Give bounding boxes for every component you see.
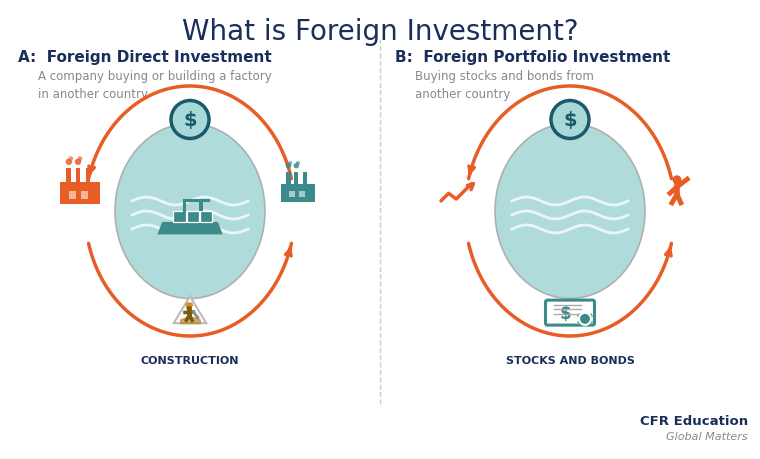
- FancyBboxPatch shape: [86, 168, 90, 184]
- Text: Global Matters: Global Matters: [667, 431, 748, 441]
- Text: B:  Foreign Portfolio Investment: B: Foreign Portfolio Investment: [395, 50, 670, 65]
- Ellipse shape: [495, 124, 645, 299]
- FancyBboxPatch shape: [302, 172, 307, 185]
- Text: STOCKS AND BONDS: STOCKS AND BONDS: [505, 355, 635, 365]
- Text: CONSTRUCTION: CONSTRUCTION: [141, 355, 239, 365]
- FancyBboxPatch shape: [287, 172, 290, 185]
- FancyBboxPatch shape: [289, 191, 295, 198]
- Circle shape: [74, 159, 81, 166]
- Text: $: $: [563, 111, 577, 130]
- FancyBboxPatch shape: [69, 192, 76, 200]
- Circle shape: [673, 176, 682, 185]
- Circle shape: [65, 159, 72, 166]
- FancyBboxPatch shape: [173, 212, 185, 223]
- Text: $: $: [183, 111, 197, 130]
- FancyBboxPatch shape: [60, 183, 100, 205]
- Circle shape: [296, 162, 300, 166]
- FancyBboxPatch shape: [546, 301, 594, 325]
- Circle shape: [68, 157, 73, 162]
- Text: $: $: [559, 304, 572, 322]
- Circle shape: [288, 162, 292, 166]
- FancyBboxPatch shape: [281, 184, 315, 203]
- FancyBboxPatch shape: [66, 168, 71, 184]
- Polygon shape: [157, 223, 223, 235]
- FancyBboxPatch shape: [187, 212, 199, 223]
- Text: CFR Education: CFR Education: [640, 414, 748, 427]
- Circle shape: [286, 164, 291, 169]
- FancyBboxPatch shape: [75, 168, 81, 184]
- Circle shape: [579, 313, 591, 325]
- Text: What is Foreign Investment?: What is Foreign Investment?: [182, 18, 578, 46]
- Circle shape: [293, 164, 299, 169]
- FancyBboxPatch shape: [200, 212, 212, 223]
- Circle shape: [551, 101, 589, 139]
- Polygon shape: [185, 303, 193, 307]
- FancyBboxPatch shape: [81, 192, 88, 200]
- Circle shape: [78, 157, 82, 162]
- Circle shape: [171, 101, 209, 139]
- Circle shape: [186, 305, 192, 311]
- Text: A company buying or building a factory
in another country: A company buying or building a factory i…: [38, 70, 272, 101]
- FancyBboxPatch shape: [299, 191, 305, 198]
- FancyBboxPatch shape: [294, 172, 299, 185]
- Polygon shape: [174, 297, 206, 324]
- FancyBboxPatch shape: [198, 202, 204, 212]
- Ellipse shape: [115, 124, 265, 299]
- Text: Buying stocks and bonds from
another country: Buying stocks and bonds from another cou…: [415, 70, 594, 101]
- Text: A:  Foreign Direct Investment: A: Foreign Direct Investment: [18, 50, 272, 65]
